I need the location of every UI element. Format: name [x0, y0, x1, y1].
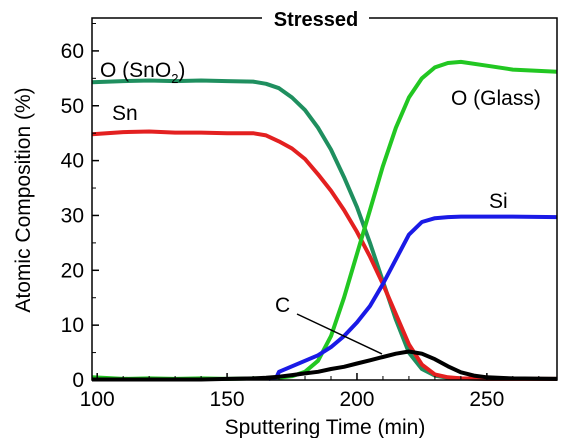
y-tick-label: 20: [61, 259, 84, 282]
x-tick-label: 100: [80, 388, 115, 411]
label-si: Si: [489, 190, 508, 213]
label-c-pointer: [296, 313, 383, 355]
axis-ticks: 0 10 20 30 40 50 60 100 150 200 250: [61, 22, 540, 411]
label-o-glass: O (Glass): [451, 87, 541, 110]
series-line-si: [268, 214, 558, 381]
y-tick-label: 60: [61, 40, 84, 63]
x-tick-label: 200: [339, 388, 374, 411]
y-tick-label: 30: [61, 204, 84, 227]
y-axis-title: Atomic Composition (%): [12, 87, 35, 312]
x-tick-label: 150: [210, 388, 245, 411]
label-c: C: [275, 294, 290, 317]
label-o-sno2: O (SnO2): [100, 59, 185, 86]
series-line-sn: [91, 129, 557, 381]
y-tick-label: 40: [61, 150, 84, 173]
label-sn: Sn: [112, 102, 138, 125]
series-line-o-sno2: [91, 78, 557, 381]
x-axis-title: Sputtering Time (min): [225, 416, 426, 438]
y-tick-label: 10: [61, 314, 84, 337]
chart-title: Stressed: [274, 9, 359, 31]
x-tick-label: 250: [469, 388, 504, 411]
y-tick-label: 50: [61, 95, 84, 118]
title-background: [262, 6, 369, 32]
y-tick-label: 0: [72, 369, 84, 392]
